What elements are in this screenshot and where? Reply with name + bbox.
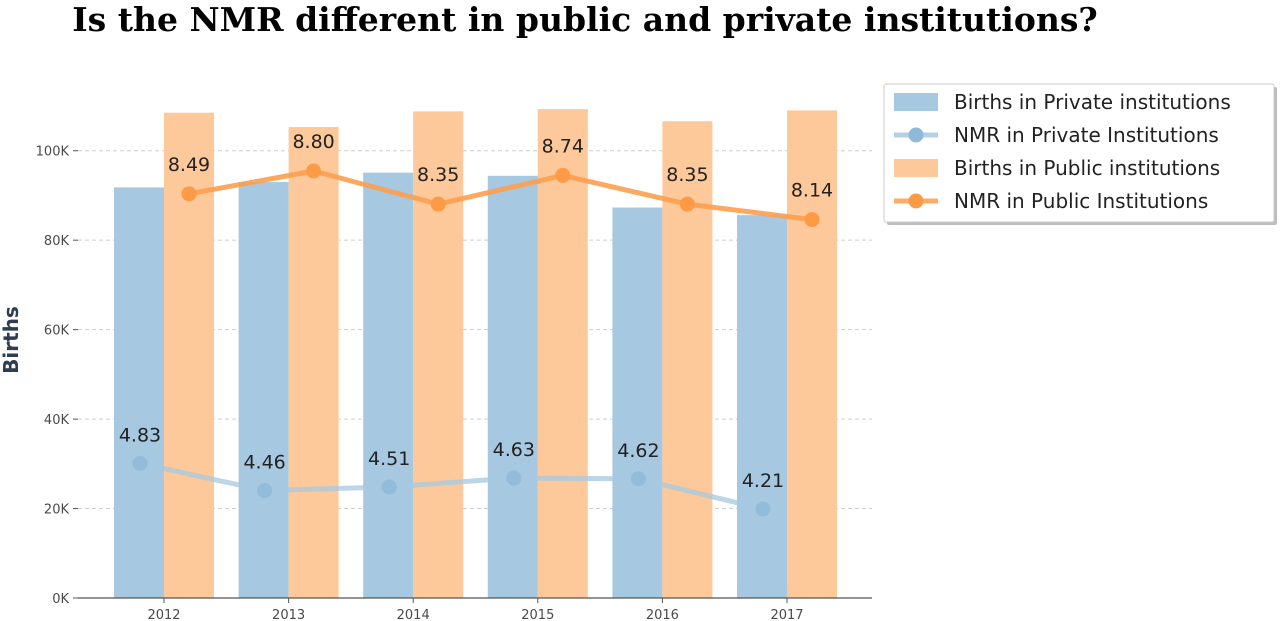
legend-swatch-bar [894, 159, 938, 177]
data-label-private-nmr: 4.63 [493, 439, 535, 461]
bar-public-births [164, 112, 214, 598]
bar-public-births [288, 127, 339, 598]
point-public-nmr [555, 167, 571, 183]
bar-private-births [363, 172, 414, 599]
data-label-private-nmr: 4.83 [119, 424, 161, 446]
labels-layer: 4.83 4.46 4.51 4.63 4.62 4.21 8.49 8.80 8.35 8.74… [119, 131, 833, 492]
x-tick-label: 2016 [646, 608, 679, 621]
y-tick-label: 100K [36, 145, 70, 160]
bar-private-births [487, 175, 538, 599]
y-tick-label: 80K [44, 234, 70, 249]
data-label-public-nmr: 8.80 [292, 131, 334, 153]
x-tick-label: 2013 [272, 608, 305, 621]
data-label-public-nmr: 8.14 [791, 180, 833, 202]
data-label-public-nmr: 8.35 [666, 164, 708, 186]
legend-entry-label: NMR in Public Institutions [954, 189, 1208, 213]
point-public-nmr [181, 186, 197, 202]
legend: Births in Private institutions NMR in Pri… [883, 83, 1277, 225]
axes-layer: 0K 20K 40K 60K 80K 100K 2012 2013 2014 2015 2016 20… [36, 145, 872, 621]
legend-entry-label: Births in Private institutions [954, 90, 1231, 114]
point-private-nmr [257, 483, 273, 499]
bar-private-births [612, 207, 663, 598]
x-tick-label: 2017 [770, 608, 803, 621]
point-private-nmr [132, 455, 148, 471]
bar-public-births [537, 109, 588, 598]
data-label-private-nmr: 4.62 [617, 440, 659, 462]
y-tick-label: 40K [44, 413, 70, 428]
point-private-nmr [630, 471, 646, 487]
bar-private-births [238, 182, 289, 598]
bar-private-births [737, 215, 787, 598]
point-public-nmr [430, 196, 446, 212]
chart-title: Is the NMR different in public and priva… [72, 0, 1098, 39]
line-private-nmr [139, 460, 764, 512]
y-tick-label: 20K [44, 503, 70, 518]
y-tick-label: 60K [44, 324, 70, 339]
line-public-nmr [188, 168, 813, 223]
legend-box [883, 83, 1275, 223]
legend-entry-label: NMR in Private Institutions [954, 123, 1219, 147]
legend-swatch-marker [908, 127, 924, 143]
point-public-nmr [679, 196, 695, 212]
x-tick-label: 2014 [397, 608, 430, 621]
y-axis-label: Births [0, 306, 23, 374]
bar-private-births [114, 187, 164, 599]
data-label-private-nmr: 4.21 [742, 470, 784, 492]
point-private-nmr [381, 479, 397, 495]
y-tick-label: 0K [52, 592, 69, 607]
legend-swatch-bar [894, 93, 938, 111]
x-tick-label: 2015 [521, 608, 554, 621]
data-label-public-nmr: 8.35 [417, 164, 459, 186]
point-public-nmr [804, 212, 820, 228]
point-private-nmr [506, 470, 522, 486]
point-public-nmr [306, 163, 322, 179]
lines-layer [132, 163, 820, 517]
legend-swatch-marker [908, 193, 924, 209]
legend-entry-label: Births in Public institutions [954, 156, 1220, 180]
data-label-private-nmr: 4.46 [243, 452, 285, 474]
bar-public-births [787, 110, 837, 599]
data-label-public-nmr: 8.74 [542, 135, 584, 157]
data-label-public-nmr: 8.49 [168, 154, 210, 176]
point-private-nmr [755, 501, 771, 517]
data-label-private-nmr: 4.51 [368, 448, 410, 470]
x-tick-label: 2012 [147, 608, 180, 621]
bar-public-births [662, 121, 713, 598]
bar-public-births [413, 111, 464, 598]
bars-layer [114, 109, 837, 599]
